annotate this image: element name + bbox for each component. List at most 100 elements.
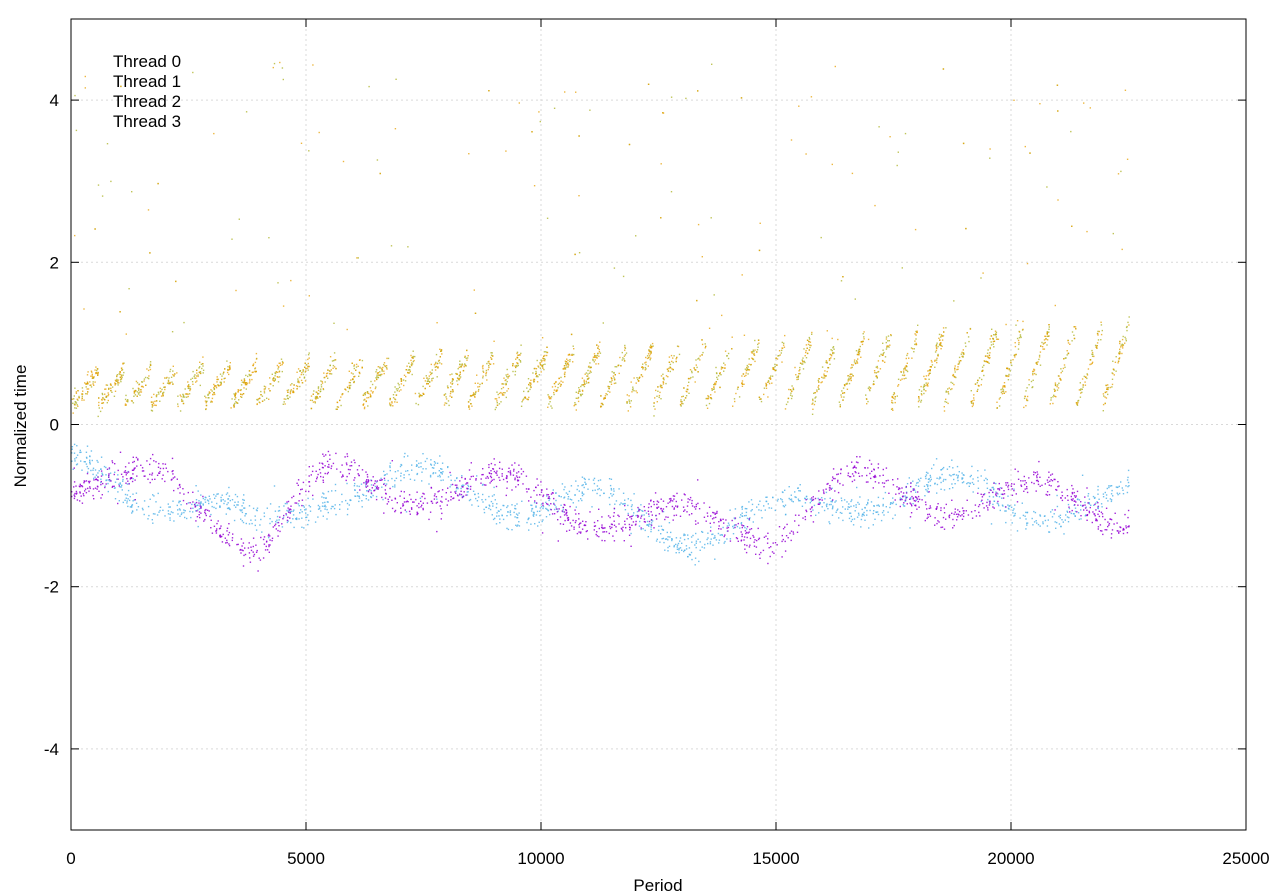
data-point — [817, 497, 819, 500]
data-point — [193, 504, 196, 506]
data-point — [410, 364, 413, 366]
data-point — [771, 382, 773, 384]
data-point — [228, 486, 230, 489]
data-point — [528, 396, 530, 399]
data-point — [1046, 332, 1049, 334]
data-point — [504, 392, 506, 394]
data-point — [1128, 316, 1130, 318]
data-point — [978, 377, 981, 379]
data-point — [719, 386, 721, 389]
data-point — [213, 506, 215, 509]
data-point — [812, 496, 814, 498]
data-point — [829, 353, 831, 356]
data-point — [707, 397, 710, 399]
data-point — [991, 486, 993, 489]
data-point — [292, 514, 295, 516]
data-point — [334, 490, 337, 492]
data-point — [1005, 482, 1007, 484]
data-point — [468, 499, 471, 502]
data-point — [405, 375, 407, 378]
data-point — [438, 359, 440, 362]
data-point — [129, 506, 132, 508]
data-point — [961, 355, 963, 358]
data-point — [973, 399, 975, 401]
data-point — [238, 218, 240, 220]
data-point — [1091, 351, 1094, 354]
data-point — [82, 390, 84, 392]
data-point — [948, 474, 951, 476]
data-point — [646, 520, 649, 523]
data-point — [240, 384, 243, 386]
data-point — [905, 357, 907, 360]
data-point — [266, 507, 268, 509]
data-point — [996, 495, 998, 497]
data-point — [925, 488, 927, 491]
data-point — [233, 393, 235, 395]
data-point — [945, 503, 947, 506]
data-point — [1128, 485, 1130, 487]
data-point — [851, 172, 854, 175]
data-point — [1111, 489, 1113, 492]
data-point — [531, 504, 533, 507]
data-point — [498, 392, 501, 395]
data-point — [166, 376, 168, 379]
data-point — [992, 486, 994, 489]
data-point — [254, 519, 257, 521]
data-point — [1100, 333, 1103, 336]
data-point — [336, 406, 339, 408]
data-point — [259, 559, 262, 561]
data-point — [538, 521, 540, 523]
data-point — [273, 380, 275, 382]
data-point — [863, 331, 865, 333]
data-point — [360, 483, 363, 485]
data-point — [897, 378, 900, 380]
data-point — [464, 355, 466, 357]
data-point — [1008, 508, 1010, 510]
data-point — [345, 499, 347, 502]
data-point — [120, 473, 123, 475]
data-point — [407, 470, 409, 472]
data-point — [559, 385, 562, 387]
data-point — [656, 401, 658, 403]
data-point — [620, 365, 622, 367]
data-point — [1019, 334, 1022, 336]
data-point — [565, 492, 568, 494]
data-point — [475, 390, 477, 393]
data-point — [830, 503, 832, 506]
data-point — [217, 384, 219, 386]
data-point — [467, 491, 469, 493]
data-point — [790, 494, 792, 496]
data-point — [1039, 103, 1041, 105]
data-point — [468, 153, 470, 155]
data-point — [608, 387, 610, 390]
data-point — [600, 402, 603, 405]
data-point — [689, 499, 691, 501]
data-point — [158, 472, 160, 474]
data-point — [846, 465, 848, 467]
data-point — [284, 403, 286, 405]
data-point — [672, 519, 674, 521]
data-point — [539, 367, 542, 369]
data-point — [989, 500, 991, 502]
data-point — [204, 395, 206, 397]
data-point — [550, 509, 552, 511]
data-point — [349, 384, 352, 387]
data-point — [905, 377, 907, 379]
data-point — [1039, 351, 1042, 353]
data-point — [1081, 474, 1084, 476]
data-point — [383, 470, 385, 473]
data-point — [842, 506, 844, 508]
data-point — [1111, 529, 1114, 531]
data-point — [917, 491, 919, 493]
data-point — [315, 398, 317, 400]
data-point — [229, 499, 231, 502]
data-point — [570, 499, 573, 501]
data-point — [304, 366, 306, 368]
data-point — [150, 401, 153, 403]
data-point — [873, 505, 875, 507]
data-point — [1074, 504, 1076, 506]
data-point — [290, 505, 292, 507]
data-point — [527, 398, 529, 401]
data-point — [127, 498, 129, 500]
data-point — [817, 379, 819, 382]
